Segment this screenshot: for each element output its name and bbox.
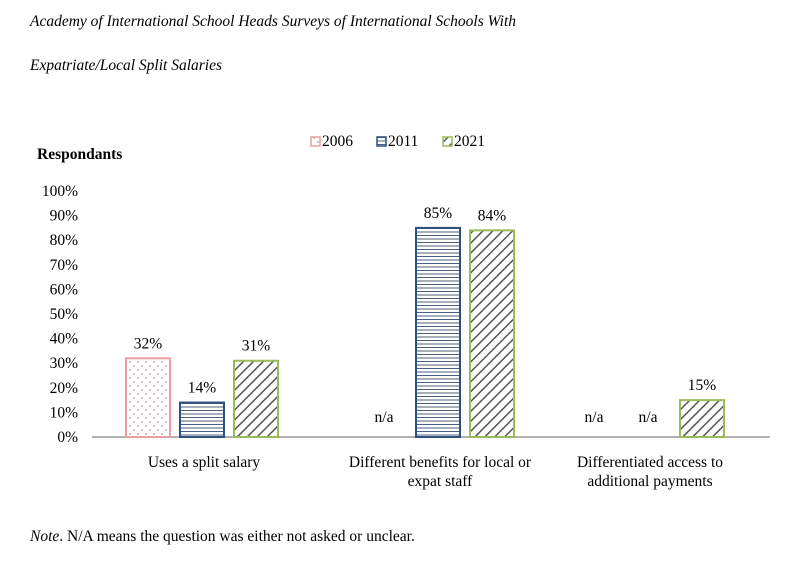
data-label-na: n/a (585, 409, 604, 426)
y-axis-label: Respondants (37, 146, 122, 163)
bar-2011 (179, 401, 225, 438)
data-label-na: n/a (639, 409, 658, 426)
data-label: 32% (134, 335, 163, 352)
bar-2021 (233, 359, 279, 438)
note-text: . N/A means the question was either not … (59, 528, 415, 545)
y-tick-label: 40% (50, 331, 79, 348)
data-label: 14% (188, 380, 217, 397)
y-tick-label: 50% (50, 306, 79, 323)
data-label: 15% (688, 377, 717, 394)
y-tick-label: 10% (50, 404, 79, 421)
category-label: Different benefits for local or (349, 454, 532, 471)
chart-title-line1: Academy of International School Heads Su… (30, 13, 517, 30)
y-tick-label: 60% (50, 281, 79, 298)
legend-label: 2006 (322, 133, 353, 150)
y-tick-label: 0% (57, 429, 78, 446)
y-tick-label: 30% (50, 355, 79, 372)
data-label-na: n/a (375, 409, 394, 426)
category-label: additional payments (587, 473, 712, 490)
chart-note: Note. N/A means the question was either … (30, 528, 415, 546)
y-tick-label: 90% (50, 208, 79, 225)
bar-2021 (679, 399, 725, 439)
y-tick-label: 100% (42, 183, 78, 200)
legend-label: 2011 (388, 133, 418, 150)
data-label: 31% (242, 338, 271, 355)
legend-swatch-2021 (442, 136, 453, 147)
legend-swatch-2006 (310, 136, 321, 147)
y-tick-label: 80% (50, 232, 79, 249)
y-tick-label: 20% (50, 380, 79, 397)
legend-swatch-2011 (376, 136, 387, 147)
legend-label: 2021 (454, 133, 485, 150)
category-label: Uses a split salary (148, 454, 261, 471)
data-label: 85% (424, 205, 453, 222)
y-tick-label: 70% (50, 257, 79, 274)
bar-2011 (415, 226, 461, 438)
note-label: Note (30, 528, 60, 545)
category-label: Differentiated access to (577, 454, 723, 471)
data-label: 84% (478, 207, 507, 224)
bar-2021 (469, 229, 515, 438)
bar-2006 (125, 357, 171, 438)
chart-title-line2: Expatriate/Local Split Salaries (30, 57, 223, 74)
category-label: expat staff (408, 473, 474, 490)
